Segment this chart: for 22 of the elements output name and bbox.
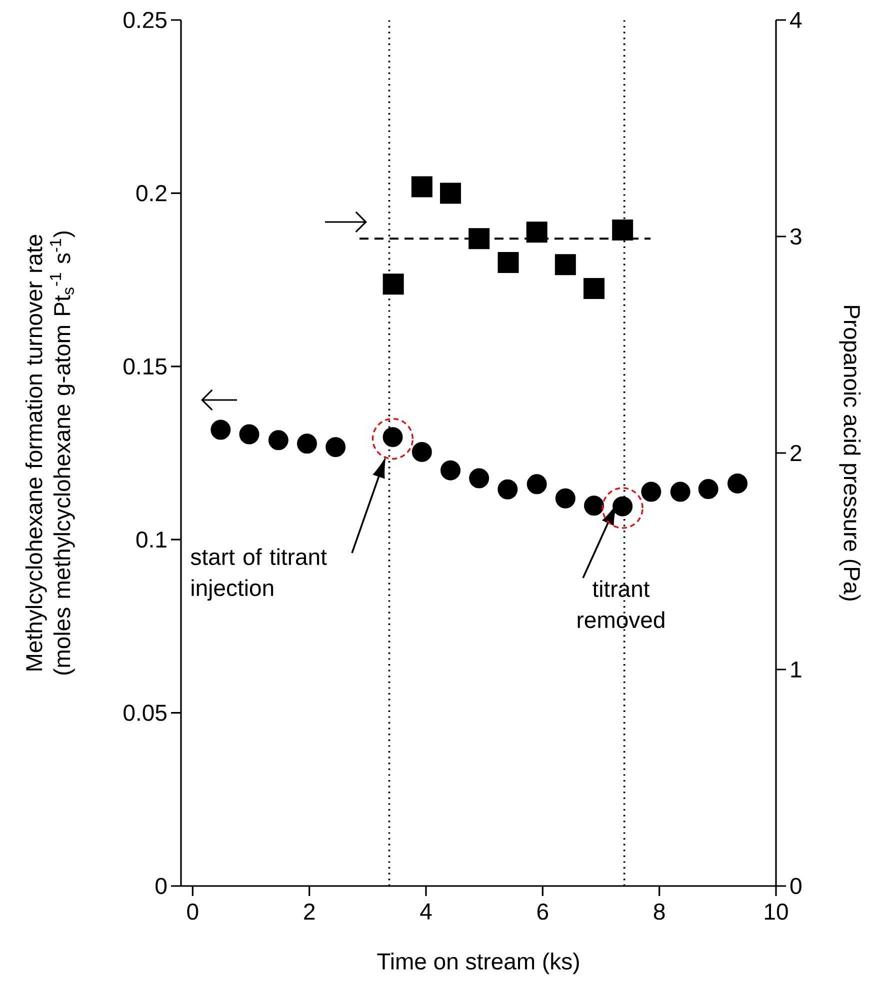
y-tick-label: 0.1 [136,531,166,548]
y2-tick-label: 4 [790,12,802,28]
x-tick-label: 8 [654,904,665,920]
y-tick-label: 0.25 [124,12,166,28]
y-axis-title: Methylcyclohexane formation turnover rate (moles methylcyclohexane g-atom Pt$_{s}$$^{-1}$ s$^{-1}$) [25,231,75,675]
y2-tick-label: 2 [790,444,802,462]
x-tick-label: 10 [764,904,788,920]
x-axis-title: Time on stream (ks) [377,952,579,974]
y-tick-label: 0 [156,878,167,894]
x-tick-label: 0 [187,904,198,920]
x-tick-label: 6 [537,904,548,920]
x-tick-label: 2 [304,904,315,920]
annotation: start of titrant injection [190,548,327,601]
y-tick-label: 0.05 [124,704,166,721]
y-tick-label: 0.15 [124,358,166,375]
y-tick-label: 0.2 [136,185,166,202]
y2-tick-label: 0 [790,878,802,894]
x-tick-label: 4 [420,904,432,920]
y2-axis-title: Propanoic acid pressure (Pa) [839,306,861,600]
y2-tick-label: 1 [791,662,802,678]
annotation: titrant removed [578,580,664,628]
y2-tick-label: 3 [790,228,802,245]
